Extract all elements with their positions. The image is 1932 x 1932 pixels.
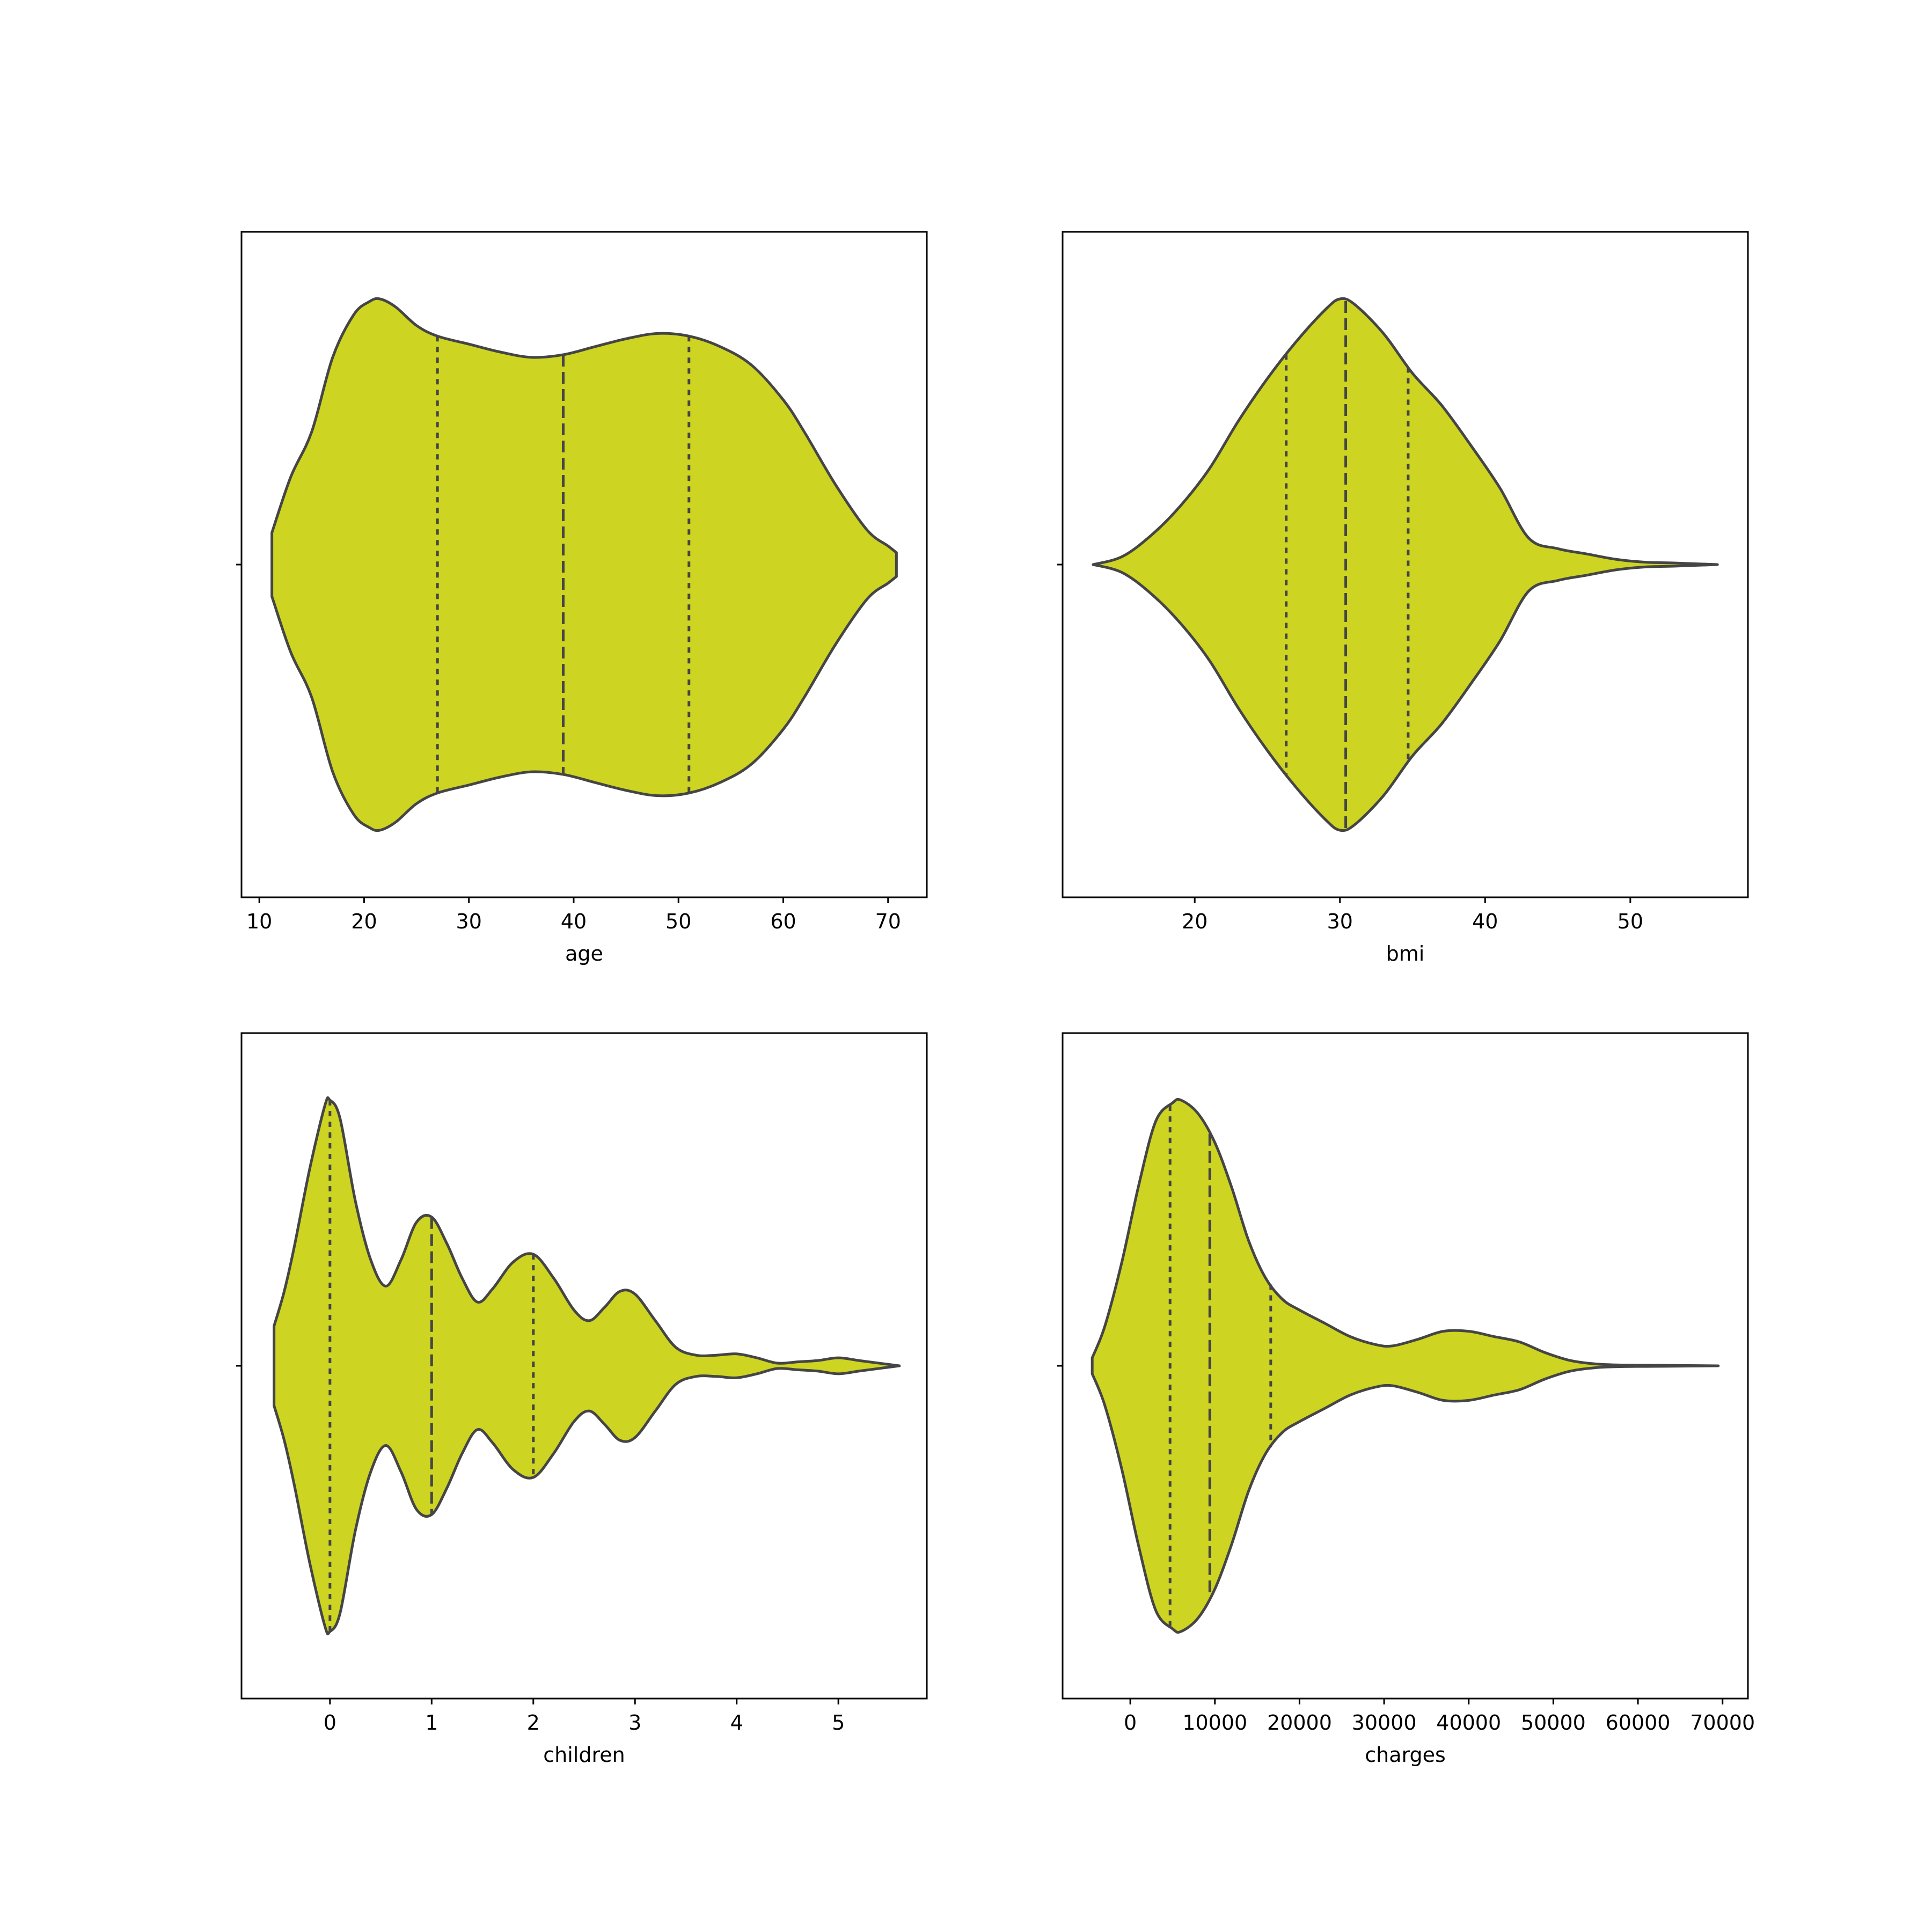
x-tick-label: 50 bbox=[665, 910, 691, 933]
violin-panel-children: 0 1 2 3 4 5 children bbox=[236, 1032, 928, 1767]
x-tick-label: 3 bbox=[628, 1711, 641, 1735]
x-axis-label: age bbox=[565, 942, 603, 965]
violin-body bbox=[1092, 297, 1719, 832]
violin-body bbox=[1091, 1097, 1720, 1634]
x-tick-label: 40 bbox=[1472, 910, 1498, 933]
x-tick-label: 30 bbox=[1327, 910, 1353, 933]
x-tick-label: 0 bbox=[324, 1711, 336, 1735]
x-tick-label: 60 bbox=[770, 910, 796, 933]
x-tick-label: 40 bbox=[561, 910, 587, 933]
x-tick-label: 20 bbox=[351, 910, 377, 933]
x-tick-label: 0 bbox=[1124, 1711, 1137, 1735]
x-tick-label: 60000 bbox=[1606, 1711, 1671, 1735]
x-axis-label: children bbox=[543, 1743, 625, 1767]
x-tick-label: 1 bbox=[425, 1711, 438, 1735]
x-tick-label: 40000 bbox=[1436, 1711, 1501, 1735]
violin-panel-charges: 0 10000 20000 30000 40000 50000 60000 70000 char… bbox=[1057, 1032, 1755, 1767]
x-tick-label: 4 bbox=[730, 1711, 743, 1735]
violin-panel-age: 10 20 30 40 50 60 70 age bbox=[236, 231, 928, 965]
x-tick-label: 70000 bbox=[1690, 1711, 1755, 1735]
x-tick-label: 20 bbox=[1182, 910, 1208, 933]
x-tick-label: 70 bbox=[875, 910, 901, 933]
violin-body bbox=[273, 1096, 901, 1636]
x-tick-label: 50000 bbox=[1521, 1711, 1586, 1735]
x-tick-label: 10000 bbox=[1182, 1711, 1247, 1735]
x-tick-label: 20000 bbox=[1267, 1711, 1332, 1735]
x-tick-label: 5 bbox=[832, 1711, 845, 1735]
x-axis-label: bmi bbox=[1386, 942, 1425, 965]
x-tick-label: 10 bbox=[246, 910, 272, 933]
violin-body bbox=[270, 297, 898, 832]
x-tick-label: 30 bbox=[456, 910, 482, 933]
x-tick-label: 2 bbox=[527, 1711, 540, 1735]
x-axis-label: charges bbox=[1365, 1743, 1446, 1767]
x-tick-label: 30000 bbox=[1352, 1711, 1417, 1735]
x-tick-label: 50 bbox=[1618, 910, 1643, 933]
violin-panel-bmi: 20 30 40 50 bmi bbox=[1057, 231, 1749, 965]
